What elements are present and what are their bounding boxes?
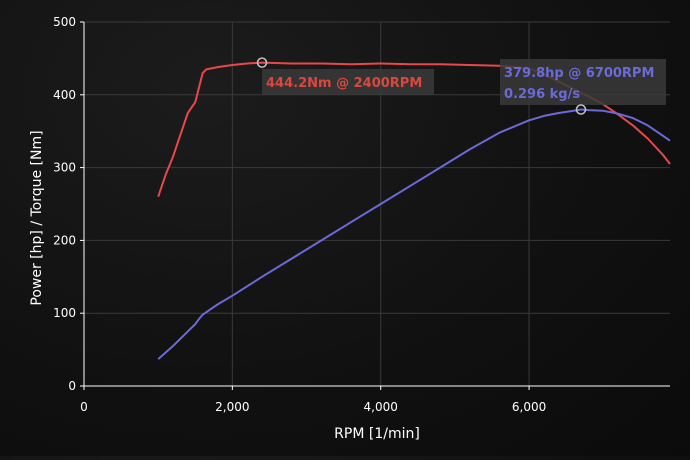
y-tick-label-2: 200 — [53, 233, 76, 247]
series — [157, 61, 671, 360]
power-curve — [157, 108, 671, 360]
torque-peak-label-box — [262, 69, 434, 95]
axes — [83, 22, 670, 387]
x-tick-label-3: 6,000 — [512, 400, 546, 414]
power-peak-label-box — [500, 59, 666, 105]
power_peak-marker — [575, 104, 587, 115]
power-peak-label: 379.8hp @ 6700RPM — [504, 66, 654, 81]
y-axis-title: Power [hp] / Torque [Nm] — [29, 130, 45, 305]
torque-peak-label: 444.2Nm @ 2400RPM — [266, 76, 422, 91]
x-axis-title: RPM [1/min] — [334, 426, 420, 442]
y-tick-label-1: 100 — [53, 306, 76, 320]
y-tick-label-3: 300 — [53, 161, 76, 175]
y-tick-label-5: 500 — [53, 15, 76, 29]
power-peak-flow-label: 0.296 kg/s — [504, 87, 580, 102]
x-tick-label-0: 0 — [80, 400, 88, 414]
y-tick-label-4: 400 — [53, 88, 76, 102]
torque_peak-marker — [256, 57, 268, 68]
x-tick-labels: 0 2,000 4,000 6,000 — [80, 386, 546, 414]
x-tick-label-2: 4,000 — [364, 400, 398, 414]
y-tick-label-0: 0 — [68, 379, 76, 393]
annotations: 444.2Nm @ 2400RPM 379.8hp @ 6700RPM 0.29… — [256, 57, 666, 115]
x-tick-label-1: 2,000 — [215, 400, 249, 414]
y-tick-labels: 0 100 200 300 400 500 — [53, 15, 84, 393]
